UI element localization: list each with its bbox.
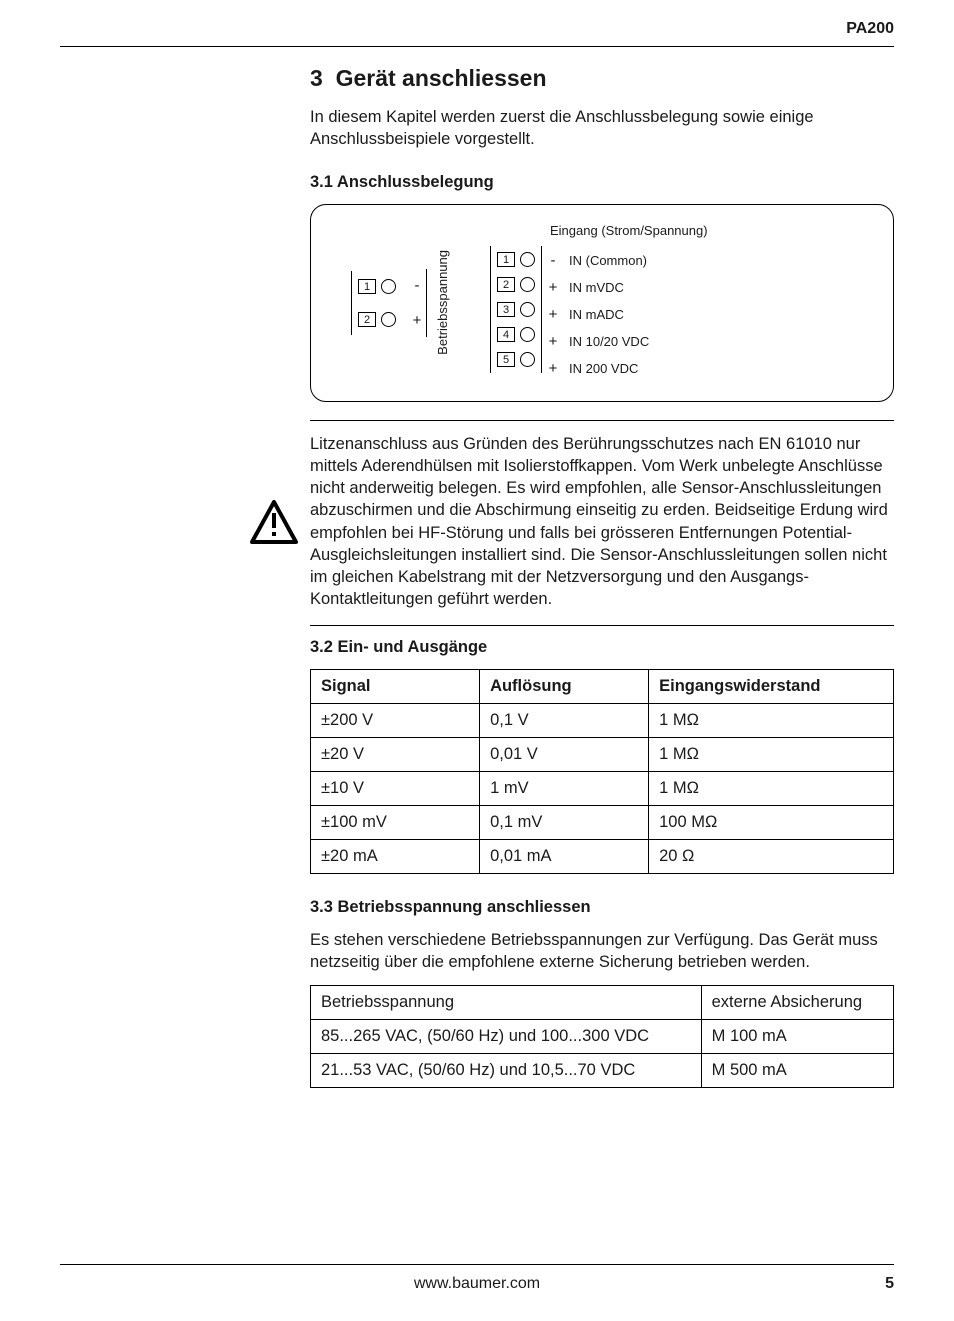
polarity-sign: + [412, 312, 422, 329]
terminal-icon [520, 302, 535, 317]
diagram-right-block: Eingang (Strom/Spannung) 1 2 3 4 5 -IN (… [490, 223, 708, 383]
terminal-icon [520, 352, 535, 367]
section-title: Gerät anschliessen [336, 65, 547, 91]
polarity-sign: + [548, 306, 558, 323]
sub3-heading: 3.3 Betriebsspannung anschliessen [310, 898, 894, 917]
divider [310, 420, 894, 421]
terminal-number: 2 [497, 277, 515, 292]
polarity-sign: - [548, 252, 558, 269]
polarity-sign: - [412, 277, 422, 294]
table-row: 85...265 VAC, (50/60 Hz) und 100...300 V… [311, 1020, 894, 1054]
terminal-label: IN (Common) [569, 253, 647, 268]
terminal-label: IN mVDC [569, 280, 624, 295]
left-vertical-label: Betriebsspannung [435, 250, 450, 355]
warning-text: Litzenanschluss aus Gründen des Berührun… [310, 433, 894, 611]
connection-diagram: 1 2 - + Betriebsspannung Eingang (Strom/… [310, 204, 894, 402]
table-header: Auflösung [480, 669, 649, 703]
terminal-icon [520, 252, 535, 267]
table-header: Signal [311, 669, 480, 703]
left-terminal-row: 2 [358, 312, 396, 327]
right-block-title: Eingang (Strom/Spannung) [550, 223, 708, 238]
io-table: Signal Auflösung Eingangswiderstand ±200… [310, 669, 894, 874]
terminal-number: 3 [497, 302, 515, 317]
sub3-paragraph: Es stehen verschiedene Betriebsspannunge… [310, 929, 894, 974]
section-number: 3 [310, 65, 323, 91]
polarity-sign: + [548, 360, 558, 377]
polarity-sign: + [548, 333, 558, 350]
terminal-number: 2 [358, 312, 376, 327]
footer-page-number: 5 [885, 1275, 894, 1293]
warning-icon [250, 500, 298, 544]
left-terminal-row: 1 [358, 279, 396, 294]
terminal-label: IN mADC [569, 307, 624, 322]
divider [310, 625, 894, 626]
diagram-left-block: 1 2 - + Betriebsspannung [351, 250, 450, 355]
sub2-heading: 3.2 Ein- und Ausgänge [310, 638, 894, 657]
terminal-number: 4 [497, 327, 515, 342]
table-header: Eingangswiderstand [649, 669, 894, 703]
terminal-label: IN 10/20 VDC [569, 334, 649, 349]
terminal-icon [520, 277, 535, 292]
table-row: ±20 V0,01 V1 MΩ [311, 737, 894, 771]
terminal-icon [381, 312, 396, 327]
terminal-number: 5 [497, 352, 515, 367]
section-intro: In diesem Kapitel werden zuerst die Ansc… [310, 106, 894, 151]
table-row: ±100 mV0,1 mV100 MΩ [311, 805, 894, 839]
left-sign-column: - + [408, 269, 427, 337]
terminal-icon [520, 327, 535, 342]
left-terminal-column: 1 2 [351, 271, 402, 335]
page-header: PA200 [60, 20, 894, 47]
terminal-icon [381, 279, 396, 294]
polarity-sign: + [548, 279, 558, 296]
supply-table: Betriebsspannungexterne Absicherung 85..… [310, 985, 894, 1088]
sub1-heading: 3.1 Anschlussbelegung [310, 173, 894, 192]
table-header-row: Signal Auflösung Eingangswiderstand [311, 669, 894, 703]
terminal-label: IN 200 VDC [569, 361, 638, 376]
terminal-number: 1 [358, 279, 376, 294]
section-heading: 3 Gerät anschliessen [310, 65, 894, 92]
page-footer: www.baumer.com 5 [60, 1264, 894, 1293]
terminal-number: 1 [497, 252, 515, 267]
table-row: 21...53 VAC, (50/60 Hz) und 10,5...70 VD… [311, 1054, 894, 1088]
table-row: ±200 V0,1 V1 MΩ [311, 703, 894, 737]
table-row: ±20 mA0,01 mA20 Ω [311, 839, 894, 873]
table-row: Betriebsspannungexterne Absicherung [311, 986, 894, 1020]
footer-url: www.baumer.com [414, 1275, 540, 1293]
warning-block: Litzenanschluss aus Gründen des Berührun… [250, 433, 894, 611]
table-row: ±10 V1 mV1 MΩ [311, 771, 894, 805]
